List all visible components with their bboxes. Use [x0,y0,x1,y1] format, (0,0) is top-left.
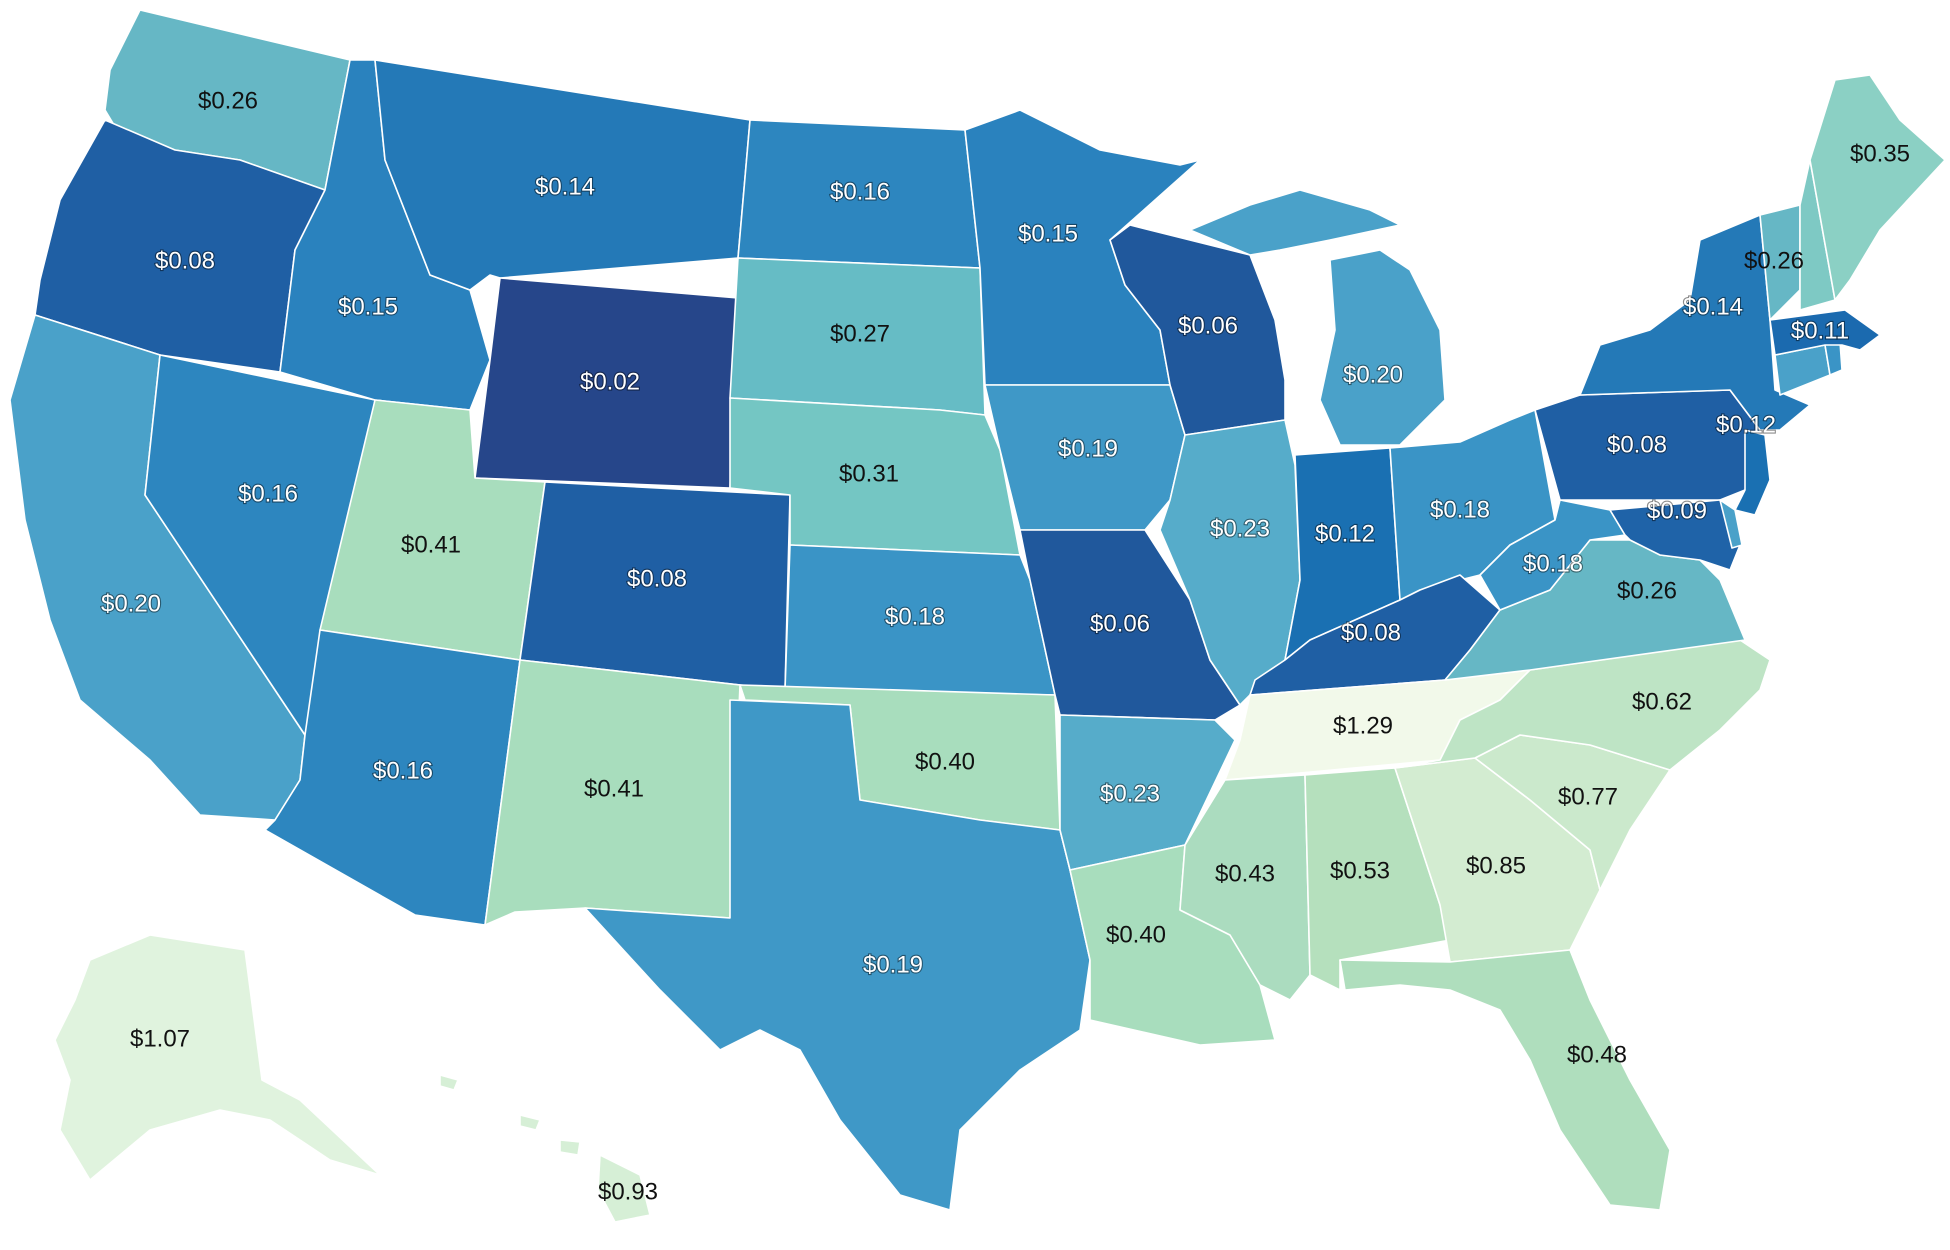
state-nc[interactable] [1394,639,1771,771]
label-nd: $0.16 [830,178,890,205]
state-nj[interactable] [1734,429,1771,516]
label-ne: $0.31 [839,460,899,487]
state-value-labels: $0.26 $0.08 $0.20 $0.16 $0.15 $0.14 $0.0… [100,87,1910,1205]
label-nc: $0.62 [1632,688,1692,715]
label-sc: $0.77 [1558,783,1618,810]
state-wy[interactable] [474,277,739,489]
label-mo: $0.06 [1090,610,1150,637]
state-wv[interactable] [1479,499,1626,611]
label-wi: $0.06 [1178,312,1238,339]
state-de[interactable] [1719,499,1743,549]
label-ca: $0.20 [101,590,161,617]
label-tn: $1.29 [1333,712,1393,739]
label-nv: $0.16 [238,480,298,507]
state-ma[interactable] [1769,309,1881,356]
label-vt: $0.26 [1744,247,1804,274]
label-me: $0.35 [1850,140,1910,167]
label-oh: $0.18 [1430,496,1490,523]
state-ak[interactable] [54,934,381,1181]
label-mt: $0.14 [535,173,595,200]
label-il: $0.23 [1210,515,1270,542]
state-me[interactable] [1809,74,1946,301]
state-shapes [9,9,1946,1223]
label-ia: $0.19 [1058,435,1118,462]
label-ut: $0.41 [401,531,461,558]
label-ny: $0.14 [1683,293,1743,320]
label-mn: $0.15 [1018,220,1078,247]
label-wa: $0.26 [198,87,258,114]
state-fl[interactable] [1339,949,1671,1211]
label-ky: $0.08 [1341,619,1401,646]
label-nm: $0.41 [584,775,644,802]
label-in: $0.12 [1315,520,1375,547]
label-ar: $0.23 [1100,780,1160,807]
label-id: $0.15 [338,293,398,320]
label-tx: $0.19 [863,951,923,978]
label-ga: $0.85 [1466,852,1526,879]
state-tx[interactable] [584,699,1091,1211]
label-nj: $0.12 [1716,411,1776,438]
label-la: $0.40 [1106,921,1166,948]
state-mo[interactable] [1019,529,1241,721]
label-co: $0.08 [627,565,687,592]
label-pa: $0.08 [1607,431,1667,458]
label-mi: $0.20 [1343,361,1403,388]
label-wy: $0.02 [580,368,640,395]
label-hi: $0.93 [598,1178,658,1205]
state-ky[interactable] [1249,574,1501,696]
label-wv: $0.18 [1523,550,1583,577]
label-az: $0.16 [373,757,433,784]
label-ma: $0.11 [1791,317,1849,344]
label-ms: $0.43 [1215,860,1275,887]
state-il[interactable] [1159,419,1301,706]
state-hi[interactable] [439,1074,651,1223]
label-ak: $1.07 [130,1025,190,1052]
state-nh[interactable] [1799,159,1836,311]
label-fl: $0.48 [1567,1041,1627,1068]
state-mi[interactable] [1189,189,1446,446]
label-ks: $0.18 [885,603,945,630]
label-va: $0.26 [1617,577,1677,604]
label-or: $0.08 [155,247,215,274]
label-md: $0.09 [1647,497,1707,524]
label-sd: $0.27 [830,320,890,347]
label-ok: $0.40 [915,748,975,775]
label-al: $0.53 [1330,857,1390,884]
